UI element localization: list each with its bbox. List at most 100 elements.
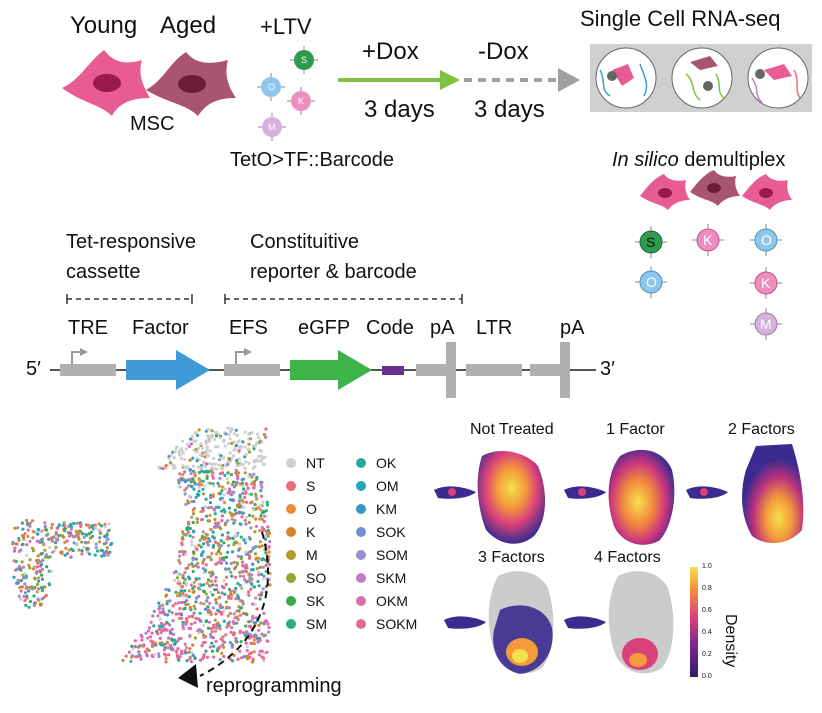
umap-point — [121, 658, 125, 663]
umap-point — [26, 528, 30, 532]
code-label: Code — [366, 317, 414, 339]
umap-point — [63, 540, 67, 545]
umap-point — [210, 630, 214, 634]
umap-point — [236, 554, 240, 558]
umap-point — [181, 620, 185, 625]
umap-point — [252, 486, 256, 490]
legend-swatch — [356, 573, 366, 583]
umap-point — [186, 530, 190, 534]
umap-point — [69, 527, 73, 531]
umap-point — [77, 529, 81, 533]
umap-point — [214, 562, 218, 566]
umap-point — [215, 649, 219, 653]
umap-point — [35, 570, 39, 574]
umap-point — [171, 619, 175, 623]
legend-item-ok: OK — [356, 455, 396, 471]
umap-point — [233, 508, 237, 512]
umap-point — [103, 534, 107, 539]
umap-point — [31, 536, 35, 540]
umap-point — [82, 535, 86, 540]
umap-point — [107, 522, 111, 526]
umap-point — [162, 611, 166, 615]
legend-swatch — [286, 481, 296, 491]
umap-point — [20, 560, 24, 564]
umap-point — [212, 625, 216, 630]
umap-point — [253, 460, 257, 464]
umap-point — [181, 626, 185, 630]
umap-point — [213, 437, 217, 441]
umap-point — [250, 573, 254, 577]
umap-point — [256, 579, 260, 584]
umap-point — [69, 522, 73, 527]
umap-point — [174, 612, 178, 616]
umap-point — [163, 652, 167, 656]
umap-point — [205, 448, 209, 452]
umap-point — [241, 440, 245, 444]
umap-point — [236, 657, 240, 661]
umap-point — [18, 585, 22, 590]
density-title-not-treated: Not Treated — [470, 421, 554, 438]
umap-point — [153, 653, 157, 657]
umap-point — [32, 603, 37, 608]
umap-point — [43, 525, 47, 529]
umap-point — [268, 583, 272, 587]
umap-point — [232, 448, 236, 452]
umap-point — [214, 598, 218, 602]
umap-point — [253, 545, 257, 550]
umap-point — [20, 585, 24, 589]
umap-point — [220, 518, 224, 523]
umap-point — [99, 524, 104, 528]
umap-point — [254, 634, 258, 638]
pa-block-2 — [530, 364, 560, 376]
umap-point — [189, 480, 193, 484]
umap-point — [181, 451, 185, 455]
umap-point — [215, 552, 219, 556]
umap-point — [168, 631, 173, 635]
umap-point — [230, 645, 234, 649]
umap-point — [84, 523, 88, 527]
umap-point — [98, 540, 102, 544]
umap-point — [210, 641, 214, 645]
umap-point — [210, 462, 214, 466]
umap-point — [215, 622, 219, 627]
umap-point — [187, 522, 191, 526]
umap-point — [189, 583, 193, 587]
umap-point — [261, 587, 265, 591]
umap-point — [223, 640, 227, 644]
umap-point — [173, 450, 177, 454]
umap-point — [259, 514, 263, 518]
umap-point — [207, 538, 211, 542]
umap-point — [186, 442, 190, 446]
umap-point — [175, 445, 179, 449]
umap-point — [217, 463, 221, 467]
umap-point — [183, 480, 187, 484]
umap-point — [158, 610, 162, 615]
umap-point — [187, 650, 191, 654]
umap-point — [236, 477, 240, 481]
legend-label: OK — [376, 455, 397, 471]
umap-point — [46, 532, 50, 536]
umap-point — [181, 530, 185, 534]
droplet-2 — [671, 47, 733, 109]
umap-point — [197, 465, 201, 469]
umap-point — [231, 498, 235, 502]
umap-point — [211, 593, 215, 597]
umap-point — [139, 644, 143, 648]
aged-cell-icon — [146, 52, 236, 116]
umap-point — [251, 514, 255, 518]
umap-point — [178, 453, 182, 457]
virus-k-icon — [291, 91, 311, 111]
umap-point — [64, 546, 68, 550]
umap-point — [192, 611, 196, 615]
umap-point — [257, 556, 261, 560]
demux-letter-k: K — [703, 232, 713, 248]
umap-point — [215, 467, 219, 471]
umap-point — [257, 584, 261, 588]
umap-point — [196, 433, 200, 437]
umap-point — [230, 441, 234, 445]
umap-point — [130, 644, 134, 648]
umap-point — [262, 574, 266, 578]
legend-swatch — [356, 527, 366, 537]
scrna-title: Single Cell RNA-seq — [580, 6, 781, 31]
umap-point — [157, 627, 161, 631]
